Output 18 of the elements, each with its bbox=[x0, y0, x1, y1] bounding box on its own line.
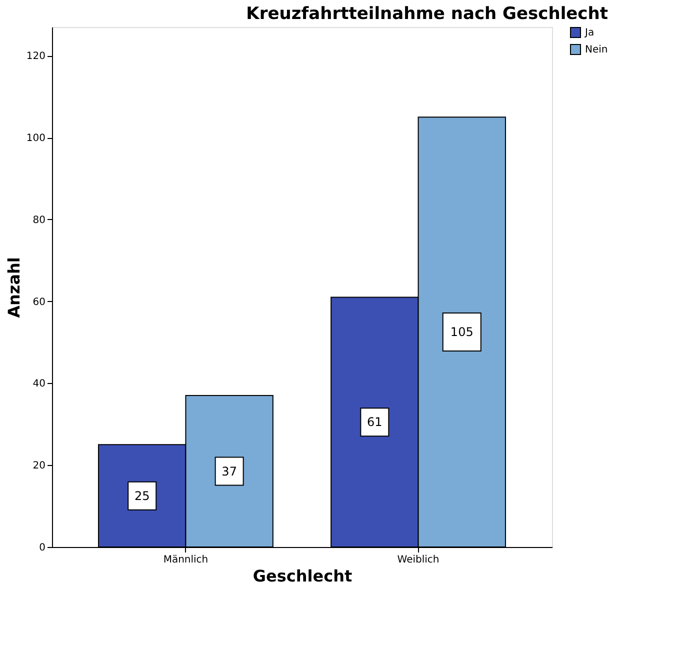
x-axis-title: Geschlecht bbox=[252, 566, 352, 586]
chart-title: Kreuzfahrtteilnahme nach Geschlecht bbox=[246, 4, 608, 24]
legend-label: Ja bbox=[584, 28, 594, 38]
y-tick-label: 20 bbox=[32, 460, 46, 472]
y-tick-label: 60 bbox=[32, 296, 46, 308]
data-label: 25 bbox=[134, 488, 150, 503]
data-label: 61 bbox=[367, 415, 382, 430]
x-tick-label: Männlich bbox=[163, 554, 208, 566]
y-tick-label: 40 bbox=[32, 378, 46, 390]
data-label: 105 bbox=[450, 325, 474, 340]
y-tick-label: 120 bbox=[26, 51, 46, 62]
legend-label: Nein bbox=[585, 44, 608, 56]
y-tick-label: 100 bbox=[26, 133, 46, 144]
y-tick-label: 0 bbox=[39, 542, 46, 554]
data-label: 37 bbox=[222, 464, 237, 478]
y-tick-label: 80 bbox=[32, 214, 46, 226]
x-tick-label: Weiblich bbox=[397, 554, 440, 566]
y-axis-title: Anzahl bbox=[4, 257, 24, 318]
